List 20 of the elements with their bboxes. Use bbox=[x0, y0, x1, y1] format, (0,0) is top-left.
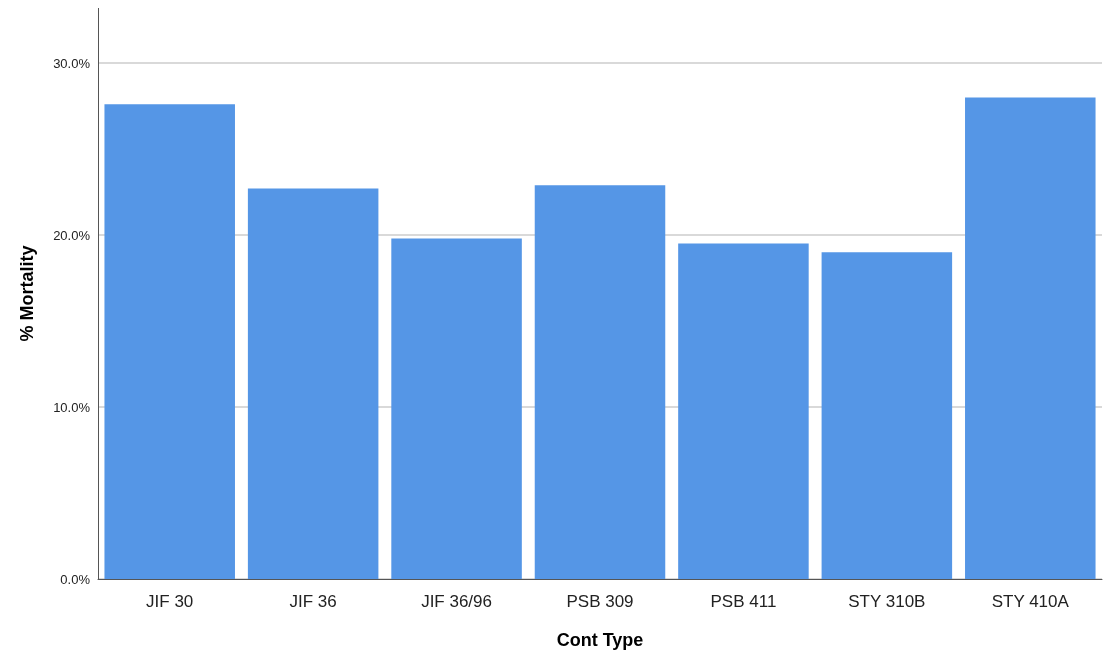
bar bbox=[678, 243, 809, 579]
y-tick-label: 20.0% bbox=[53, 227, 91, 243]
x-tick-label: JIF 36 bbox=[289, 592, 337, 611]
bar bbox=[391, 238, 522, 579]
bar bbox=[104, 104, 235, 579]
bar bbox=[534, 185, 666, 579]
y-tick-label: 0.0% bbox=[60, 571, 91, 587]
x-tick-label: JIF 30 bbox=[146, 592, 194, 611]
bar bbox=[247, 188, 379, 579]
x-tick-label: STY 410A bbox=[991, 592, 1070, 611]
y-tick-label: 30.0% bbox=[53, 55, 91, 71]
bar bbox=[821, 252, 953, 579]
x-tick-label: JIF 36/96 bbox=[421, 592, 493, 611]
x-tick-label: STY 310B bbox=[848, 592, 926, 611]
x-tick-label: PSB 411 bbox=[710, 592, 777, 611]
y-axis-title: % Mortality bbox=[17, 245, 37, 342]
bar bbox=[965, 97, 1096, 579]
y-tick-label: 10.0% bbox=[53, 399, 91, 415]
x-tick-label: PSB 309 bbox=[566, 592, 634, 611]
x-axis-title: Cont Type bbox=[556, 630, 644, 650]
